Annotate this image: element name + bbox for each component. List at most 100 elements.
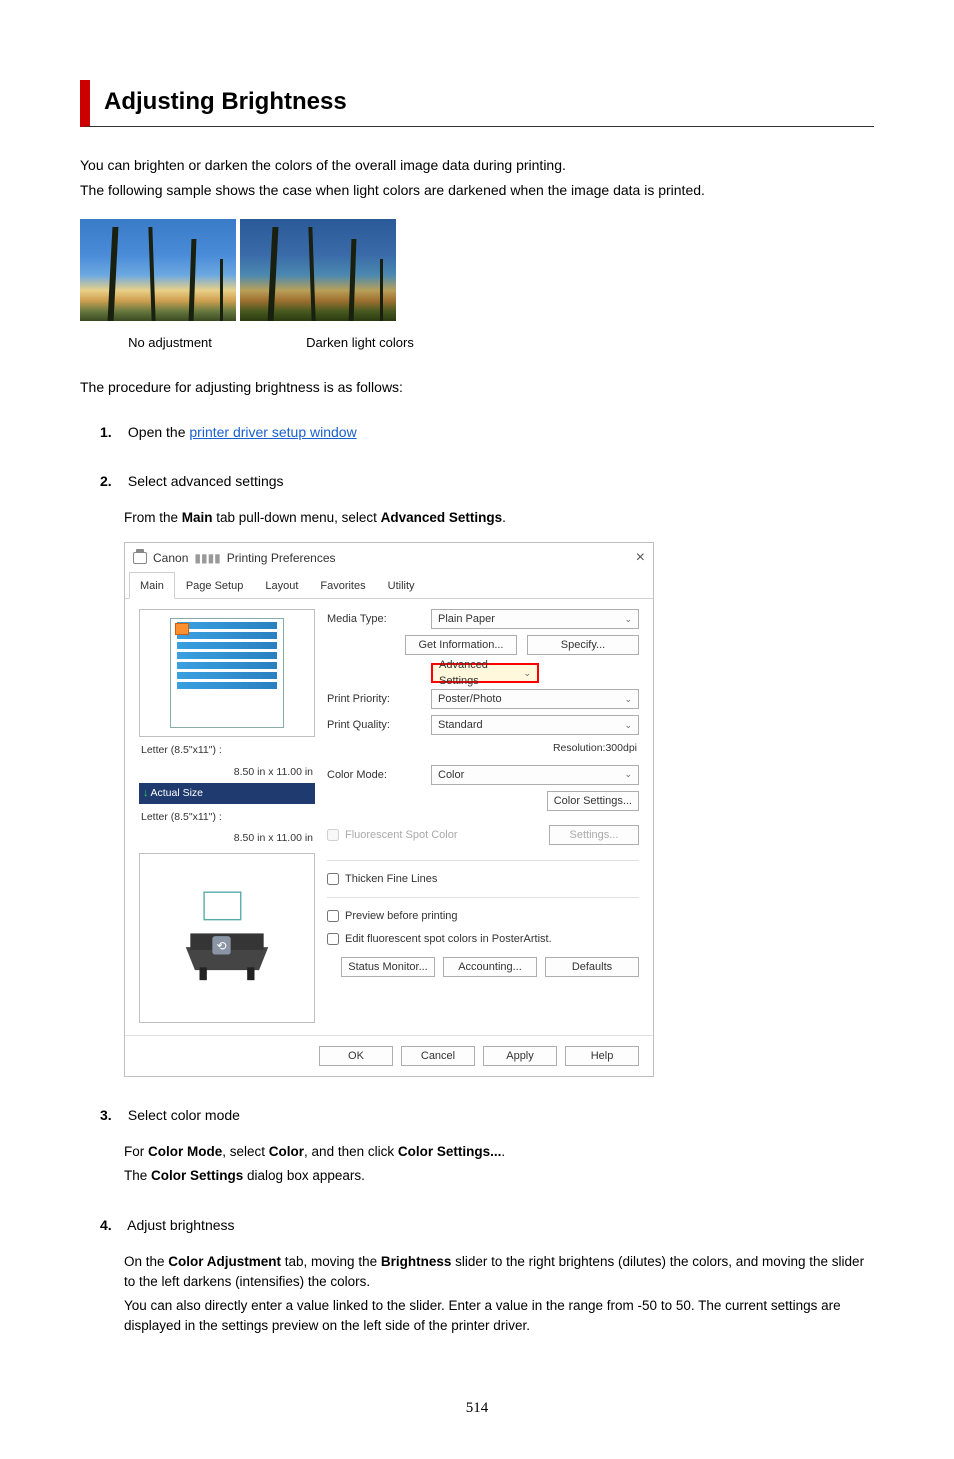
fluorescent-checkbox <box>327 829 339 841</box>
printer-driver-setup-link[interactable]: printer driver setup window <box>189 424 356 440</box>
step-4-p2: You can also directly enter a value link… <box>124 1296 874 1337</box>
step-4-p1: On the Color Adjustment tab, moving the … <box>124 1252 874 1293</box>
color-settings-button[interactable]: Color Settings... <box>547 791 639 811</box>
print-priority-select[interactable]: Poster/Photo ⌄ <box>431 689 639 709</box>
step-1-title: Open the printer driver setup window <box>128 424 357 440</box>
size-row-letter-2: Letter (8.5"x11") : <box>139 810 315 826</box>
cancel-button[interactable]: Cancel <box>401 1046 475 1066</box>
tab-utility[interactable]: Utility <box>377 572 426 600</box>
color-mode-select[interactable]: Color⌄ <box>431 765 639 785</box>
media-type-select[interactable]: Plain Paper⌄ <box>431 609 639 629</box>
dialog-titlebar: Canon ▮▮▮▮ Printing Preferences × <box>125 543 653 571</box>
dialog-tabs: Main Page Setup Layout Favorites Utility <box>125 571 653 600</box>
step-1: 1. Open the printer driver setup window <box>100 422 874 443</box>
step-2-body: From the Main tab pull-down menu, select… <box>124 508 874 1078</box>
step-2-number: 2. <box>100 471 124 492</box>
print-priority-value: Poster/Photo <box>438 691 502 708</box>
get-information-button[interactable]: Get Information... <box>405 635 517 655</box>
step-4-number: 4. <box>100 1215 124 1236</box>
printer-icon <box>133 552 147 564</box>
step-2-txt-c: . <box>502 510 506 525</box>
step-2-txt-a: From the <box>124 510 182 525</box>
step-4: 4. Adjust brightness On the Color Adjust… <box>100 1215 874 1337</box>
s3-p2-b: Color Settings <box>151 1168 243 1183</box>
intro-paragraph-2: The following sample shows the case when… <box>80 180 874 201</box>
printer-illustration-icon: ⟲ <box>172 883 282 993</box>
s3-b2: Color <box>269 1144 304 1159</box>
s3-b3: Color Settings... <box>398 1144 502 1159</box>
printing-preferences-dialog: Canon ▮▮▮▮ Printing Preferences × Main P… <box>124 542 654 1077</box>
tab-layout[interactable]: Layout <box>254 572 309 600</box>
thicken-lines-checkbox[interactable] <box>327 873 339 885</box>
step-2-title: Select advanced settings <box>128 473 284 489</box>
fluorescent-label: Fluorescent Spot Color <box>345 827 458 844</box>
size-row-dim-2: 8.50 in x 11.00 in <box>139 831 315 847</box>
page-title: Adjusting Brightness <box>104 84 874 120</box>
printer-preview: ⟲ <box>139 853 315 1023</box>
media-type-label: Media Type: <box>327 611 423 628</box>
s3-p2-t2: dialog box appears. <box>243 1168 365 1183</box>
s4-b1: Color Adjustment <box>168 1254 281 1269</box>
procedure-intro: The procedure for adjusting brightness i… <box>80 377 874 398</box>
apply-button[interactable]: Apply <box>483 1046 557 1066</box>
print-quality-select[interactable]: Standard ⌄ <box>431 715 639 735</box>
s4-t1: On the <box>124 1254 168 1269</box>
help-button[interactable]: Help <box>565 1046 639 1066</box>
tab-main[interactable]: Main <box>129 572 175 600</box>
caret-icon: ⌄ <box>523 667 531 681</box>
actual-size-label: Actual Size <box>151 787 204 799</box>
preview-before-printing-checkbox[interactable] <box>327 910 339 922</box>
svg-text:⟲: ⟲ <box>217 939 227 953</box>
advanced-settings-value: Advanced Settings <box>439 657 523 690</box>
size-letter-label-2: Letter (8.5"x11") : <box>141 810 222 826</box>
arrow-down-icon: ↓ <box>143 787 149 799</box>
edit-fluorescent-checkbox[interactable] <box>327 933 339 945</box>
s4-t2: tab, moving the <box>281 1254 381 1269</box>
advanced-settings-select[interactable]: Advanced Settings⌄ <box>431 663 539 683</box>
s3-b1: Color Mode <box>148 1144 222 1159</box>
color-mode-label: Color Mode: <box>327 767 423 784</box>
step-3-body: For Color Mode, select Color, and then c… <box>124 1142 874 1187</box>
accounting-button[interactable]: Accounting... <box>443 957 537 977</box>
ok-button[interactable]: OK <box>319 1046 393 1066</box>
s3-t2: , select <box>222 1144 269 1159</box>
s3-t1: For <box>124 1144 148 1159</box>
status-monitor-button[interactable]: Status Monitor... <box>341 957 435 977</box>
tab-page-setup[interactable]: Page Setup <box>175 572 255 600</box>
sample-image-no-adjustment <box>80 219 236 321</box>
caret-icon: ⌄ <box>624 768 632 782</box>
caption-no-adjustment: No adjustment <box>90 333 250 353</box>
caret-icon: ⌄ <box>624 693 632 707</box>
step-3-p2: The Color Settings dialog box appears. <box>124 1166 874 1186</box>
print-quality-label: Print Quality: <box>327 717 423 734</box>
step-2-bold-adv: Advanced Settings <box>381 510 503 525</box>
close-icon[interactable]: × <box>636 550 645 566</box>
step-1-text-pre: Open the <box>128 424 190 440</box>
caret-icon: ⌄ <box>624 613 632 627</box>
specify-button[interactable]: Specify... <box>527 635 639 655</box>
page-number: 514 <box>80 1397 874 1420</box>
tab-favorites[interactable]: Favorites <box>309 572 376 600</box>
dialog-title: Printing Preferences <box>227 549 336 567</box>
step-2-bold-main: Main <box>182 510 213 525</box>
sample-captions: No adjustment Darken light colors <box>80 333 874 353</box>
steps-list: 1. Open the printer driver setup window … <box>80 422 874 1337</box>
actual-size-row: ↓Actual Size <box>139 783 315 804</box>
edit-fluorescent-label: Edit fluorescent spot colors in PosterAr… <box>345 931 552 948</box>
intro-paragraph-1: You can brighten or darken the colors of… <box>80 155 874 176</box>
dialog-left-column: Letter (8.5"x11") : 8.50 in x 11.00 in ↓… <box>139 609 315 1023</box>
page-heading-bar: Adjusting Brightness <box>80 80 874 127</box>
size-dim-1: 8.50 in x 11.00 in <box>234 765 313 781</box>
dialog-brand: Canon <box>153 549 188 567</box>
caret-icon: ⌄ <box>624 719 632 733</box>
s3-t4: . <box>501 1144 505 1159</box>
defaults-button[interactable]: Defaults <box>545 957 639 977</box>
sample-images-row <box>80 219 874 321</box>
step-2: 2. Select advanced settings From the Mai… <box>100 471 874 1078</box>
print-quality-value: Standard <box>438 717 483 734</box>
dialog-right-column: Media Type: Plain Paper⌄ Get Information… <box>327 609 639 1023</box>
resolution-text: Resolution:300dpi <box>327 741 637 757</box>
print-priority-label: Print Priority: <box>327 691 423 708</box>
s3-t3: , and then click <box>304 1144 398 1159</box>
step-1-number: 1. <box>100 422 124 443</box>
